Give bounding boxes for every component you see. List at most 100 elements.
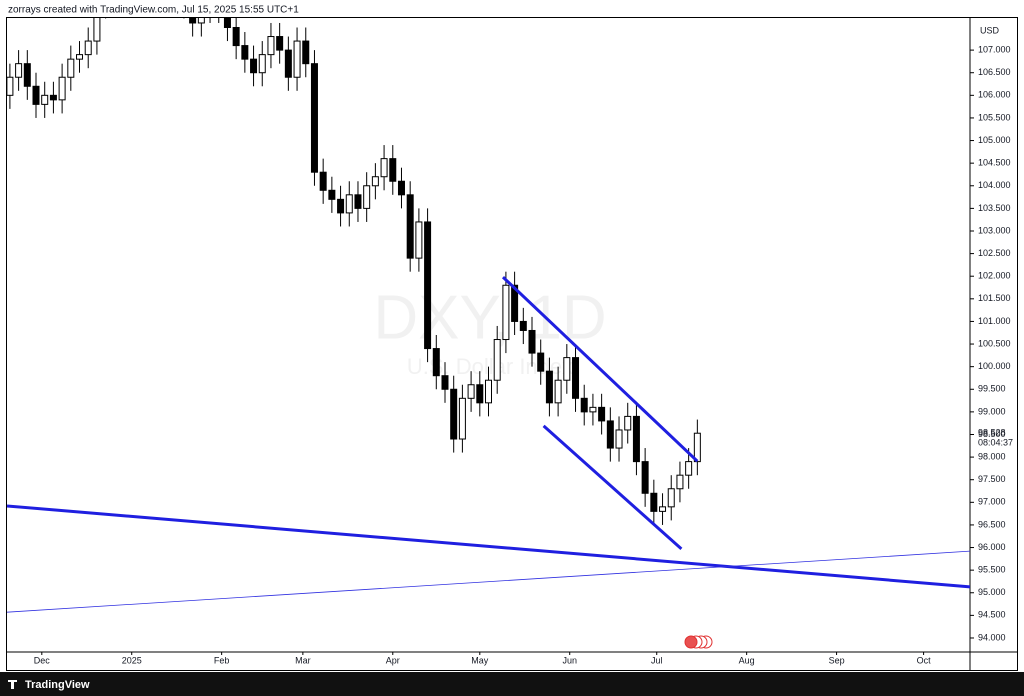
x-tick-label: Mar xyxy=(295,655,311,665)
y-tick-label: 100.000 xyxy=(978,361,1011,371)
candle-body xyxy=(659,506,667,512)
candle-body xyxy=(554,379,562,404)
x-tick-label: Aug xyxy=(739,655,755,665)
candle-body xyxy=(241,45,249,60)
y-tick-label: 107.000 xyxy=(978,44,1011,54)
trend-line xyxy=(501,276,699,463)
x-tick-label: Jul xyxy=(651,655,663,665)
logo-icon xyxy=(8,680,17,689)
y-tick-label: 104.500 xyxy=(978,158,1011,168)
x-tick-label: Feb xyxy=(214,655,230,665)
candle-body xyxy=(424,221,432,350)
candle-body xyxy=(258,54,266,74)
candle-body xyxy=(598,406,606,422)
trend-line xyxy=(7,504,970,589)
candle-body xyxy=(519,320,527,331)
candle-body xyxy=(267,36,275,56)
candle-body xyxy=(337,198,345,214)
candle-body xyxy=(93,18,101,42)
candle-body xyxy=(354,194,362,209)
y-tick-label: 104.000 xyxy=(978,180,1011,190)
event-icon[interactable] xyxy=(684,635,713,649)
y-tick-label: 97.500 xyxy=(978,474,1006,484)
x-tick-label: Apr xyxy=(386,655,400,665)
y-tick-label: 97.000 xyxy=(978,497,1006,507)
y-tick-label: 106.500 xyxy=(978,67,1011,77)
candle-body xyxy=(676,474,684,490)
y-tick-label: 101.000 xyxy=(978,316,1011,326)
candle-body xyxy=(502,284,510,341)
candle-body xyxy=(563,357,571,381)
footer-bar xyxy=(0,672,1024,696)
y-tick-label: 103.000 xyxy=(978,225,1011,235)
y-tick-label: 102.000 xyxy=(978,271,1011,281)
y-tick-label: 98.000 xyxy=(978,451,1006,461)
candle-body xyxy=(641,461,649,494)
candle-body xyxy=(302,40,310,65)
candle-body xyxy=(189,18,197,24)
candle-body xyxy=(250,58,258,74)
candle-body xyxy=(545,370,553,404)
candle-body xyxy=(23,63,31,87)
candle-body xyxy=(624,415,632,431)
candle-body xyxy=(197,18,205,24)
x-tick-label: 2025 xyxy=(122,655,142,665)
candle-body xyxy=(441,375,449,390)
candle-body xyxy=(467,384,475,399)
candle-body xyxy=(58,76,66,101)
y-tick-label: 96.000 xyxy=(978,542,1006,552)
y-tick-label: 102.500 xyxy=(978,248,1011,258)
candle-body xyxy=(397,180,405,196)
footer-logo: TradingView xyxy=(25,679,90,691)
header-text: zorrays created with TradingView.com, Ju… xyxy=(8,5,299,16)
candle-body xyxy=(458,397,466,440)
candle-body xyxy=(589,406,597,413)
candle-body xyxy=(380,158,388,178)
candle-body xyxy=(293,40,301,78)
candle-body xyxy=(67,58,75,78)
candle-body xyxy=(276,36,284,51)
candle-body xyxy=(580,397,588,413)
candle-body xyxy=(406,194,414,259)
candle-body xyxy=(223,18,231,28)
candle-body xyxy=(650,492,658,512)
chart-frame xyxy=(6,17,1018,671)
candle-body xyxy=(232,26,240,47)
candle-body xyxy=(15,63,23,78)
candle-body xyxy=(76,54,84,60)
candle-body xyxy=(450,388,458,440)
candle-body xyxy=(485,379,492,404)
candle-body xyxy=(363,185,371,209)
currency-label: USD xyxy=(980,25,1000,35)
y-tick-label: 95.000 xyxy=(978,587,1006,597)
candle-body xyxy=(41,94,49,105)
y-tick-label: 99.000 xyxy=(978,406,1006,416)
candle-body xyxy=(389,158,397,182)
candle-body xyxy=(84,40,92,56)
x-tick-label: Oct xyxy=(917,655,932,665)
y-tick-label: 106.000 xyxy=(978,90,1011,100)
candle-body xyxy=(7,76,14,96)
candle-body xyxy=(667,488,675,508)
candle-body xyxy=(328,189,336,200)
watermark-symbol: DXY, 1D xyxy=(373,283,606,352)
x-tick-label: Jun xyxy=(562,655,577,665)
candle-body xyxy=(685,461,693,476)
candle-body xyxy=(476,384,484,404)
y-tick-label: 105.000 xyxy=(978,135,1011,145)
x-tick-label: Dec xyxy=(34,655,51,665)
candle-body xyxy=(32,85,40,105)
candle-body xyxy=(537,352,545,372)
candle-body xyxy=(572,357,580,399)
y-tick-label: 99.500 xyxy=(978,384,1006,394)
y-tick-label: 96.500 xyxy=(978,519,1006,529)
plot-area xyxy=(7,18,970,613)
candle-body xyxy=(528,329,536,354)
candle-body xyxy=(615,429,623,449)
x-tick-label: Sep xyxy=(829,655,845,665)
y-tick-label: 100.500 xyxy=(978,338,1011,348)
candle-body xyxy=(371,176,379,187)
y-tick-label: 95.500 xyxy=(978,565,1006,575)
y-tick-label: 103.500 xyxy=(978,203,1011,213)
